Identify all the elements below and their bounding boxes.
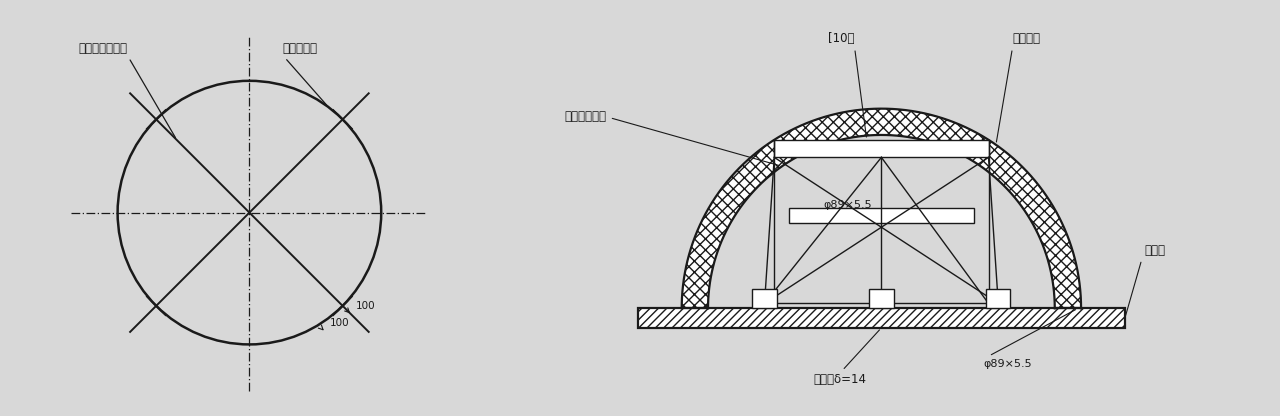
- Text: φ89×5.5: φ89×5.5: [823, 200, 872, 210]
- Text: 100: 100: [356, 301, 376, 311]
- Bar: [788, 208, 974, 223]
- Text: 封头分片等分线: 封头分片等分线: [78, 42, 175, 138]
- Bar: [637, 308, 1125, 328]
- Bar: [753, 289, 777, 308]
- Bar: [774, 140, 988, 157]
- Polygon shape: [682, 109, 1082, 308]
- Text: 定位板δ=14: 定位板δ=14: [813, 330, 879, 386]
- Bar: [986, 289, 1010, 308]
- Text: 组装胎具: 组装胎具: [996, 32, 1041, 142]
- Text: 分片到货封头: 分片到货封头: [564, 110, 780, 166]
- Text: [10号: [10号: [828, 32, 867, 137]
- Text: 100: 100: [330, 318, 349, 328]
- Text: 封头基准圆: 封头基准圆: [283, 42, 326, 105]
- Text: φ89×5.5: φ89×5.5: [983, 310, 1075, 369]
- Text: 钢平台: 钢平台: [1125, 244, 1165, 315]
- Bar: [869, 289, 893, 308]
